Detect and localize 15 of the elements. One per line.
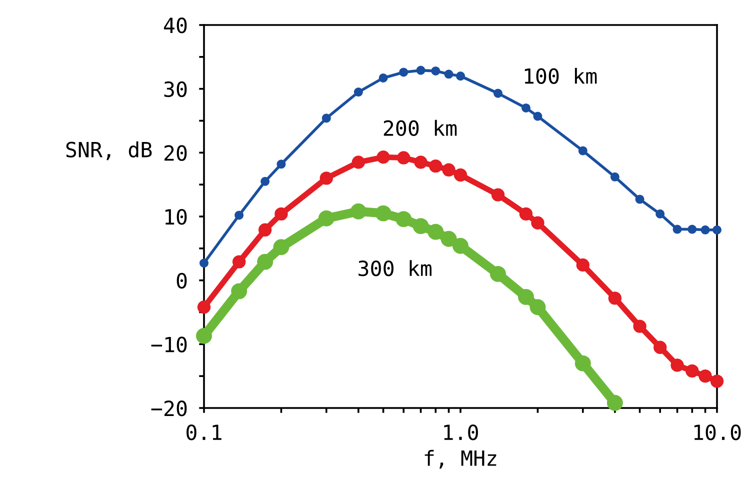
series-label: 300 km — [358, 260, 432, 276]
y-tick-label: 30 — [164, 81, 187, 98]
series-label: 200 km — [384, 120, 457, 136]
x-axis-title: f, MHz — [424, 450, 496, 469]
y-axis-title: SNR, dB — [66, 141, 152, 160]
y-tick-label: 0 — [176, 272, 187, 289]
x-tick-label: 0.1 — [186, 424, 222, 440]
x-tick-label: 10.0 — [694, 424, 741, 440]
y-tick-label: 10 — [165, 209, 187, 225]
y-tick-label: −20 — [151, 400, 187, 416]
x-tick-label: 1.0 — [444, 424, 478, 440]
y-tick-label: 20 — [164, 145, 187, 161]
y-tick-label: −10 — [151, 336, 187, 352]
y-tick-label: 40 — [164, 18, 187, 34]
series-label: 100 km — [524, 68, 597, 84]
